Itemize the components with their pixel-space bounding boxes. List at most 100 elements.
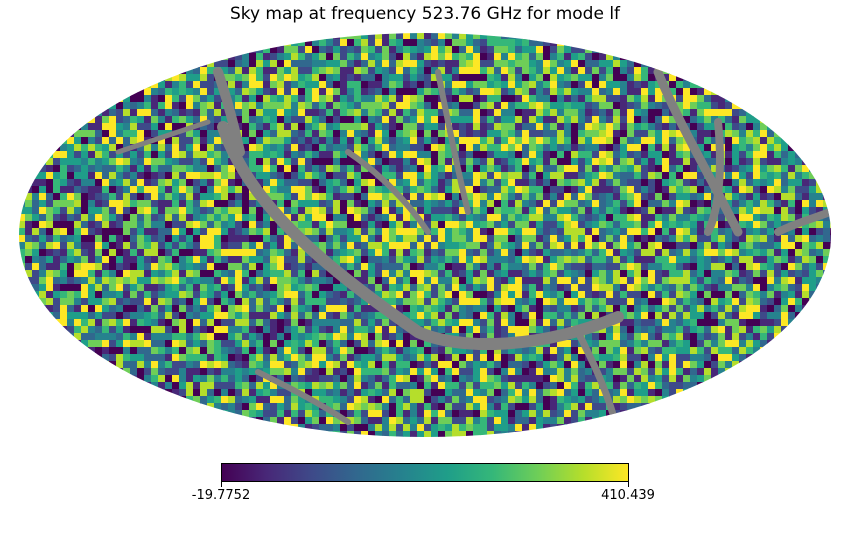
map-pixel [354, 242, 362, 250]
map-pixel [830, 193, 831, 201]
map-pixel [186, 305, 194, 313]
map-pixel [725, 137, 733, 145]
map-pixel [487, 305, 495, 313]
map-pixel [396, 368, 404, 376]
map-pixel [81, 256, 89, 264]
map-pixel [697, 214, 705, 222]
map-pixel [599, 347, 607, 355]
map-pixel [543, 326, 551, 334]
map-pixel [270, 326, 278, 334]
map-pixel [550, 186, 558, 194]
map-pixel [151, 333, 159, 341]
map-pixel [494, 284, 502, 292]
map-pixel [354, 186, 362, 194]
map-pixel [263, 221, 271, 229]
map-pixel [186, 368, 194, 376]
map-pixel [676, 298, 684, 306]
map-pixel [571, 186, 579, 194]
map-pixel [214, 347, 222, 355]
map-pixel [816, 221, 824, 229]
map-pixel [88, 186, 96, 194]
map-pixel [326, 291, 334, 299]
map-pixel [690, 200, 698, 208]
map-pixel [662, 298, 670, 306]
map-pixel [53, 144, 61, 152]
map-pixel [494, 74, 502, 82]
map-pixel [410, 67, 418, 75]
map-pixel [550, 74, 558, 82]
map-pixel [137, 221, 145, 229]
map-pixel [669, 214, 677, 222]
map-pixel [403, 347, 411, 355]
map-pixel [788, 326, 796, 334]
map-pixel [501, 319, 509, 327]
map-pixel [424, 172, 432, 180]
map-pixel [627, 81, 635, 89]
map-pixel [417, 242, 425, 250]
map-pixel [536, 60, 544, 68]
map-pixel [235, 214, 243, 222]
map-pixel [620, 172, 628, 180]
map-pixel [683, 102, 691, 110]
map-pixel [564, 53, 572, 61]
map-pixel [144, 186, 152, 194]
map-pixel [347, 88, 355, 96]
map-pixel [298, 263, 306, 271]
map-pixel [207, 116, 215, 124]
map-pixel [452, 354, 460, 362]
map-pixel [403, 263, 411, 271]
map-pixel [291, 340, 299, 348]
map-pixel [144, 347, 152, 355]
map-pixel [571, 305, 579, 313]
map-pixel [333, 284, 341, 292]
map-pixel [95, 186, 103, 194]
map-pixel [179, 221, 187, 229]
map-pixel [67, 151, 75, 159]
map-pixel [144, 305, 152, 313]
map-pixel [445, 298, 453, 306]
map-pixel [116, 291, 124, 299]
map-pixel [200, 298, 208, 306]
map-pixel [424, 375, 432, 383]
map-pixel [690, 256, 698, 264]
map-pixel [333, 235, 341, 243]
map-pixel [389, 60, 397, 68]
map-pixel [515, 193, 523, 201]
map-pixel [270, 74, 278, 82]
map-pixel [459, 221, 467, 229]
map-pixel [571, 74, 579, 82]
map-pixel [417, 144, 425, 152]
map-pixel [431, 33, 439, 40]
map-pixel [88, 123, 96, 131]
map-pixel [256, 319, 264, 327]
map-pixel [151, 368, 159, 376]
map-pixel [179, 270, 187, 278]
map-pixel [431, 263, 439, 271]
map-pixel [354, 137, 362, 145]
map-pixel [788, 298, 796, 306]
map-pixel [627, 207, 635, 215]
map-pixel [186, 340, 194, 348]
map-pixel [522, 46, 530, 54]
map-pixel [501, 312, 509, 320]
map-pixel [333, 375, 341, 383]
map-pixel [270, 116, 278, 124]
map-pixel [179, 249, 187, 257]
map-pixel [452, 256, 460, 264]
map-pixel [508, 137, 516, 145]
map-pixel [396, 298, 404, 306]
map-pixel [263, 235, 271, 243]
map-pixel [242, 214, 250, 222]
map-pixel [494, 291, 502, 299]
map-pixel [60, 319, 68, 327]
map-pixel [151, 375, 159, 383]
map-pixel [536, 67, 544, 75]
map-pixel [627, 228, 635, 236]
map-pixel [578, 102, 586, 110]
map-pixel [599, 326, 607, 334]
map-pixel [102, 158, 110, 166]
map-pixel [74, 326, 82, 334]
map-pixel [284, 207, 292, 215]
map-pixel [165, 74, 173, 82]
map-pixel [67, 165, 75, 173]
